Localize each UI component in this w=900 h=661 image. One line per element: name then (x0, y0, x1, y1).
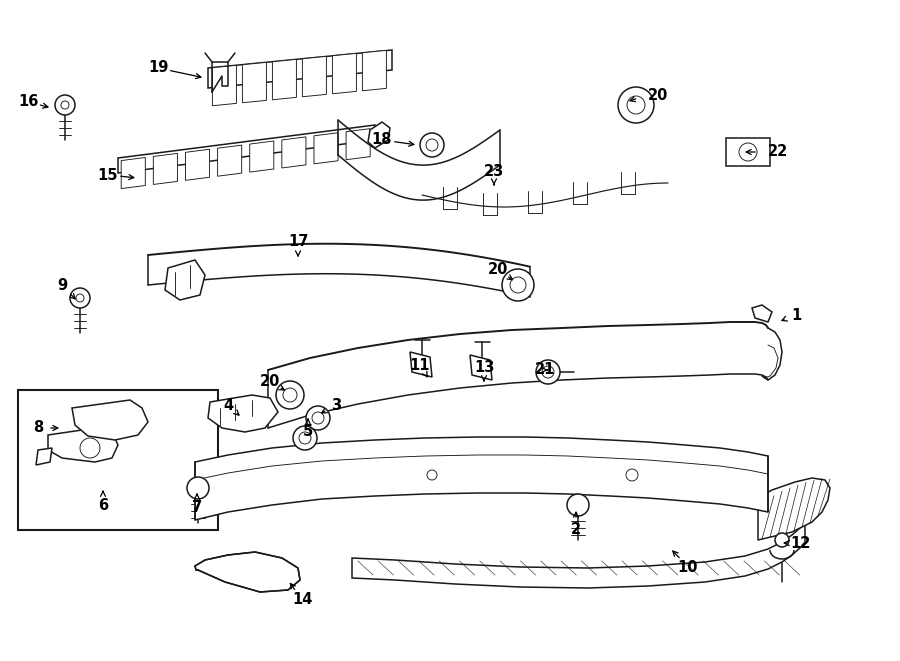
Circle shape (542, 366, 554, 378)
Text: 2: 2 (571, 522, 581, 537)
Polygon shape (249, 141, 274, 172)
Circle shape (426, 139, 438, 151)
Circle shape (627, 96, 645, 114)
Circle shape (427, 470, 437, 480)
Text: 20: 20 (488, 262, 508, 278)
Circle shape (618, 87, 654, 123)
Polygon shape (332, 54, 356, 94)
Circle shape (80, 438, 100, 458)
Text: 11: 11 (410, 358, 430, 373)
Polygon shape (352, 522, 805, 588)
Text: 14: 14 (292, 592, 312, 607)
Polygon shape (212, 65, 237, 106)
Text: 18: 18 (372, 132, 392, 147)
Text: 13: 13 (473, 360, 494, 375)
Circle shape (70, 288, 90, 308)
Text: 7: 7 (192, 500, 202, 516)
Text: 21: 21 (535, 362, 555, 377)
Text: 9: 9 (57, 278, 68, 293)
Polygon shape (185, 149, 210, 180)
Text: 6: 6 (98, 498, 108, 512)
Polygon shape (208, 50, 392, 88)
Polygon shape (208, 395, 278, 432)
Text: 10: 10 (678, 559, 698, 574)
Polygon shape (165, 260, 205, 300)
Circle shape (76, 294, 84, 302)
Polygon shape (48, 428, 118, 462)
Text: 19: 19 (148, 61, 168, 75)
Circle shape (306, 406, 330, 430)
Circle shape (283, 388, 297, 402)
Polygon shape (153, 153, 177, 184)
Circle shape (739, 143, 757, 161)
Circle shape (502, 269, 534, 301)
Text: 17: 17 (288, 235, 308, 249)
Polygon shape (195, 437, 768, 520)
Polygon shape (282, 137, 306, 168)
Text: 16: 16 (18, 95, 38, 110)
Polygon shape (314, 133, 338, 164)
Polygon shape (752, 305, 772, 322)
Polygon shape (726, 138, 770, 166)
Text: 23: 23 (484, 165, 504, 180)
Polygon shape (72, 400, 148, 440)
Bar (18, 390, 218, 530)
Text: 20: 20 (260, 375, 280, 389)
Text: 8: 8 (33, 420, 43, 436)
Circle shape (510, 277, 526, 293)
Circle shape (626, 469, 638, 481)
Polygon shape (218, 145, 242, 176)
Circle shape (299, 432, 311, 444)
Circle shape (567, 494, 589, 516)
Polygon shape (122, 157, 145, 188)
Circle shape (312, 412, 324, 424)
Polygon shape (118, 125, 375, 173)
Circle shape (536, 360, 560, 384)
Polygon shape (36, 448, 52, 465)
Text: 3: 3 (331, 397, 341, 412)
Circle shape (55, 95, 75, 115)
Text: 12: 12 (790, 535, 810, 551)
Circle shape (775, 533, 789, 547)
Text: 4: 4 (223, 397, 233, 412)
Polygon shape (195, 552, 300, 592)
Circle shape (187, 477, 209, 499)
Polygon shape (470, 355, 492, 380)
Text: 22: 22 (768, 145, 788, 159)
Polygon shape (273, 59, 296, 100)
Polygon shape (302, 56, 327, 97)
Polygon shape (368, 122, 390, 148)
Circle shape (61, 101, 69, 109)
Text: 15: 15 (98, 167, 118, 182)
Circle shape (276, 381, 304, 409)
Text: 1: 1 (791, 307, 801, 323)
Polygon shape (242, 62, 266, 102)
Circle shape (293, 426, 317, 450)
Polygon shape (363, 50, 386, 91)
Circle shape (420, 133, 444, 157)
Polygon shape (410, 352, 432, 377)
Text: 20: 20 (648, 87, 669, 102)
Polygon shape (758, 478, 830, 540)
Polygon shape (346, 129, 370, 160)
Text: 5: 5 (303, 424, 313, 440)
